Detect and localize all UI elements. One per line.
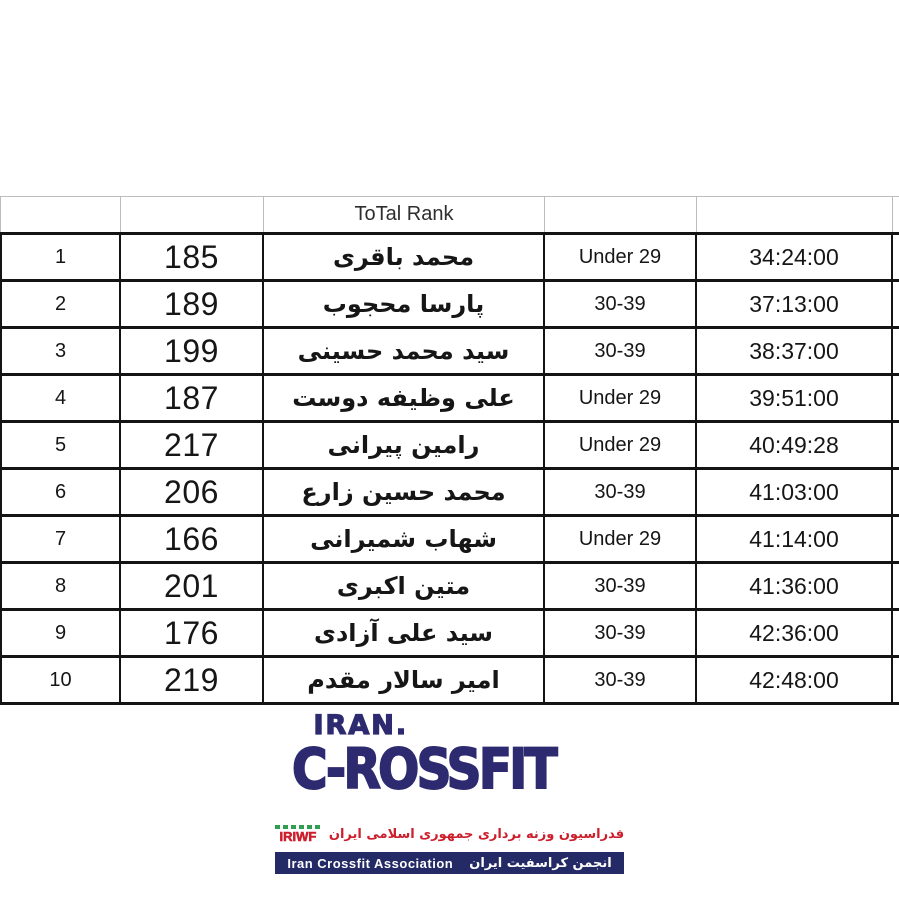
category-cell: Under 29 xyxy=(545,517,697,561)
category-cell: 30-39 xyxy=(545,611,697,655)
name-cell: محمد حسین زارع xyxy=(264,470,545,514)
table-row: 5 217 رامین پیرانی Under 29 40:49:28 xyxy=(0,423,899,470)
score-cell: 185 xyxy=(121,235,264,279)
branding-block: IRAN. C-ROSSFIT IRIWF فدراسیون وزنه بردا… xyxy=(274,706,624,874)
time-cell: 39:51:00 xyxy=(697,376,893,420)
name-cell: متین اکبری xyxy=(264,564,545,608)
table-row: 9 176 سید علی آزادی 30-39 42:36:00 xyxy=(0,611,899,658)
federation-name-fa: فدراسیون وزنه برداری جمهوری اسلامی ایران xyxy=(328,826,625,842)
category-cell: 30-39 xyxy=(545,329,697,373)
iran-logo-text: IRAN. xyxy=(313,710,409,741)
category-cell: 30-39 xyxy=(545,470,697,514)
name-cell: محمد باقری xyxy=(264,235,545,279)
category-cell: 30-39 xyxy=(545,282,697,326)
row-edge-sliver xyxy=(893,564,899,608)
row-edge-sliver xyxy=(893,329,899,373)
association-name-en: Iran Crossfit Association xyxy=(287,855,454,871)
score-cell: 166 xyxy=(121,517,264,561)
category-cell: Under 29 xyxy=(545,376,697,420)
header-total-rank-cell: ToTal Rank xyxy=(264,197,545,232)
row-edge-sliver xyxy=(893,423,899,467)
score-cell: 201 xyxy=(121,564,264,608)
table-row: 8 201 متین اکبری 30-39 41:36:00 xyxy=(0,564,899,611)
rank-cell: 8 xyxy=(0,564,121,608)
iriwf-green-stripe-icon xyxy=(274,825,321,829)
name-cell: امیر سالار مقدم xyxy=(264,658,545,702)
rank-cell: 4 xyxy=(0,376,121,420)
name-cell: سید علی آزادی xyxy=(264,611,545,655)
time-cell: 42:36:00 xyxy=(697,611,893,655)
header-time-cell xyxy=(697,197,893,232)
results-table: ToTal Rank 1 185 محمد باقری Under 29 34:… xyxy=(0,196,899,705)
header-category-cell xyxy=(545,197,697,232)
rank-cell: 5 xyxy=(0,423,121,467)
time-cell: 42:48:00 xyxy=(697,658,893,702)
iriwf-logo: IRIWF xyxy=(274,825,321,844)
score-cell: 219 xyxy=(121,658,264,702)
name-cell: شهاب شمیرانی xyxy=(264,517,545,561)
table-row: 10 219 امیر سالار مقدم 30-39 42:48:00 xyxy=(0,658,899,705)
header-score-cell xyxy=(121,197,264,232)
crossfit-logo-text: C-ROSSFIT xyxy=(291,737,558,801)
score-cell: 199 xyxy=(121,329,264,373)
category-cell: 30-39 xyxy=(545,564,697,608)
row-edge-sliver xyxy=(893,611,899,655)
header-edge-sliver xyxy=(893,197,899,232)
time-cell: 38:37:00 xyxy=(697,329,893,373)
association-name-fa: انجمن کراسفیت ایران xyxy=(469,855,612,871)
table-row: 3 199 سید محمد حسینی 30-39 38:37:00 xyxy=(0,329,899,376)
name-cell: سید محمد حسینی xyxy=(264,329,545,373)
rank-cell: 7 xyxy=(0,517,121,561)
rank-cell: 10 xyxy=(0,658,121,702)
federation-line: IRIWF فدراسیون وزنه برداری جمهوری اسلامی… xyxy=(274,823,625,845)
header-rank-cell xyxy=(0,197,121,232)
time-cell: 41:14:00 xyxy=(697,517,893,561)
name-cell: پارسا محجوب xyxy=(264,282,545,326)
score-cell: 189 xyxy=(121,282,264,326)
table-row: 7 166 شهاب شمیرانی Under 29 41:14:00 xyxy=(0,517,899,564)
table-row: 2 189 پارسا محجوب 30-39 37:13:00 xyxy=(0,282,899,329)
row-edge-sliver xyxy=(893,235,899,279)
name-cell: علی وظیفه دوست xyxy=(264,376,545,420)
rank-cell: 1 xyxy=(0,235,121,279)
rank-cell: 6 xyxy=(0,470,121,514)
time-cell: 41:36:00 xyxy=(697,564,893,608)
rank-cell: 2 xyxy=(0,282,121,326)
score-cell: 187 xyxy=(121,376,264,420)
time-cell: 41:03:00 xyxy=(697,470,893,514)
table-header-row: ToTal Rank xyxy=(0,196,899,232)
iriwf-wordmark: IRIWF xyxy=(279,829,317,844)
total-rank-label: ToTal Rank xyxy=(354,203,454,225)
category-cell: Under 29 xyxy=(545,423,697,467)
time-cell: 37:13:00 xyxy=(697,282,893,326)
row-edge-sliver xyxy=(893,517,899,561)
name-cell: رامین پیرانی xyxy=(264,423,545,467)
time-cell: 34:24:00 xyxy=(697,235,893,279)
time-cell: 40:49:28 xyxy=(697,423,893,467)
score-cell: 217 xyxy=(121,423,264,467)
association-banner: Iran Crossfit Association انجمن کراسفیت … xyxy=(275,852,624,874)
table-row: 1 185 محمد باقری Under 29 34:24:00 xyxy=(0,235,899,282)
row-edge-sliver xyxy=(893,470,899,514)
rank-cell: 9 xyxy=(0,611,121,655)
score-cell: 176 xyxy=(121,611,264,655)
row-edge-sliver xyxy=(893,658,899,702)
score-cell: 206 xyxy=(121,470,264,514)
table-row: 6 206 محمد حسین زارع 30-39 41:03:00 xyxy=(0,470,899,517)
table-body: 1 185 محمد باقری Under 29 34:24:00 2 189… xyxy=(0,232,899,705)
rank-cell: 3 xyxy=(0,329,121,373)
category-cell: 30-39 xyxy=(545,658,697,702)
category-cell: Under 29 xyxy=(545,235,697,279)
table-row: 4 187 علی وظیفه دوست Under 29 39:51:00 xyxy=(0,376,899,423)
row-edge-sliver xyxy=(893,376,899,420)
row-edge-sliver xyxy=(893,282,899,326)
